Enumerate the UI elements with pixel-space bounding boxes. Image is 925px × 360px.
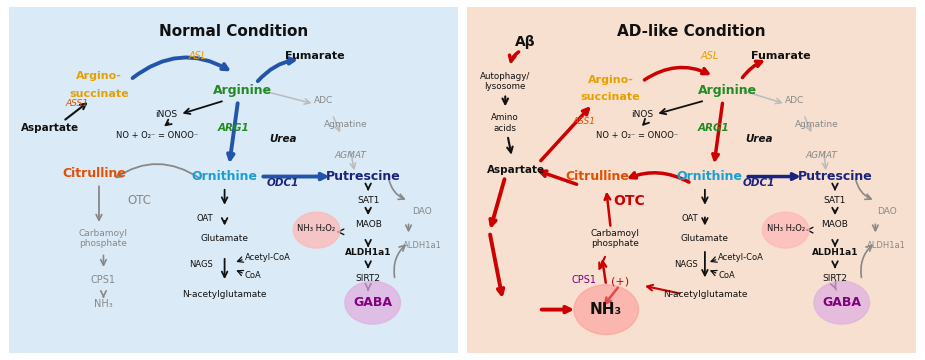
- Text: Ornithine: Ornithine: [676, 170, 743, 183]
- Text: OAT: OAT: [682, 213, 698, 222]
- Text: Argino-: Argino-: [76, 71, 122, 81]
- Text: AGMAT: AGMAT: [806, 151, 837, 160]
- Text: CoA: CoA: [719, 271, 735, 279]
- Text: OTC: OTC: [128, 194, 152, 207]
- Text: Ornithine: Ornithine: [191, 170, 257, 183]
- Text: SIRT2: SIRT2: [355, 274, 381, 283]
- Text: CoA: CoA: [245, 271, 262, 279]
- Text: ALDH1a1: ALDH1a1: [402, 241, 441, 250]
- Text: NH₃: NH₃: [94, 300, 113, 309]
- Text: ASL: ASL: [700, 51, 719, 60]
- Text: ODC1: ODC1: [266, 179, 299, 188]
- Text: Agmatine: Agmatine: [796, 120, 839, 129]
- Text: (+): (+): [610, 277, 629, 287]
- Text: Glutamate: Glutamate: [681, 234, 729, 243]
- Text: SAT1: SAT1: [824, 196, 846, 205]
- Text: SAT1: SAT1: [357, 196, 379, 205]
- Text: iNOS: iNOS: [155, 110, 178, 119]
- Text: ASS1: ASS1: [573, 117, 596, 126]
- Text: Agmatine: Agmatine: [324, 120, 367, 129]
- Text: OTC: OTC: [612, 194, 645, 208]
- Text: Acetyl-CoA: Acetyl-CoA: [719, 253, 764, 262]
- Text: OAT: OAT: [197, 213, 214, 222]
- Text: ARG1: ARG1: [698, 123, 730, 133]
- Text: ASS1: ASS1: [65, 99, 88, 108]
- Text: NH₃ H₂O₂: NH₃ H₂O₂: [298, 224, 336, 233]
- Text: ALDH1a1: ALDH1a1: [812, 248, 858, 257]
- Text: ADC: ADC: [785, 96, 804, 105]
- Circle shape: [293, 212, 339, 248]
- Text: AGMAT: AGMAT: [334, 151, 366, 160]
- Text: Aβ: Aβ: [515, 35, 536, 49]
- Text: Putrescine: Putrescine: [327, 170, 401, 183]
- FancyBboxPatch shape: [5, 4, 462, 356]
- Text: Aspartate: Aspartate: [20, 123, 79, 133]
- Circle shape: [574, 285, 638, 334]
- Text: Citrulline: Citrulline: [565, 170, 629, 183]
- Text: NO + O₂⁻ = ONOO⁻: NO + O₂⁻ = ONOO⁻: [117, 131, 199, 140]
- Text: ALDH1a1: ALDH1a1: [345, 248, 391, 257]
- Circle shape: [345, 281, 401, 324]
- Text: N-acetylglutamate: N-acetylglutamate: [662, 289, 747, 298]
- Text: N-acetylglutamate: N-acetylglutamate: [182, 289, 266, 298]
- Text: Urea: Urea: [745, 134, 772, 144]
- Text: Carbamoyl
phosphate: Carbamoyl phosphate: [79, 229, 128, 248]
- Text: Acetyl-CoA: Acetyl-CoA: [245, 253, 290, 262]
- Text: GABA: GABA: [353, 296, 392, 309]
- Text: DAO: DAO: [877, 207, 896, 216]
- Text: Putrescine: Putrescine: [797, 170, 872, 183]
- Text: Glutamate: Glutamate: [201, 234, 249, 243]
- Text: AD-like Condition: AD-like Condition: [617, 24, 766, 39]
- Text: NH₃: NH₃: [590, 302, 623, 317]
- Text: succinate: succinate: [69, 89, 129, 99]
- Text: Fumarate: Fumarate: [751, 51, 811, 60]
- Text: Urea: Urea: [269, 134, 297, 144]
- Text: NO + O₂⁻ = ONOO⁻: NO + O₂⁻ = ONOO⁻: [597, 131, 679, 140]
- Text: ODC1: ODC1: [743, 179, 775, 188]
- Text: GABA: GABA: [822, 296, 861, 309]
- Text: SIRT2: SIRT2: [822, 274, 847, 283]
- Text: CPS1: CPS1: [91, 275, 116, 285]
- Text: NAGS: NAGS: [190, 260, 214, 269]
- Text: NAGS: NAGS: [674, 260, 698, 269]
- Circle shape: [814, 281, 870, 324]
- Text: Argino-: Argino-: [587, 75, 634, 85]
- Text: Fumarate: Fumarate: [285, 51, 344, 60]
- Text: ASL: ASL: [189, 51, 207, 60]
- Text: Arginine: Arginine: [213, 84, 272, 96]
- Text: Aspartate: Aspartate: [487, 165, 546, 175]
- Text: CPS1: CPS1: [572, 275, 597, 285]
- Text: Normal Condition: Normal Condition: [159, 24, 308, 39]
- Text: Carbamoyl
phosphate: Carbamoyl phosphate: [591, 229, 640, 248]
- Text: MAOB: MAOB: [821, 220, 848, 229]
- Text: NH₃ H₂O₂: NH₃ H₂O₂: [767, 224, 805, 233]
- Text: ARG1: ARG1: [217, 123, 250, 133]
- Text: MAOB: MAOB: [354, 220, 382, 229]
- FancyBboxPatch shape: [462, 4, 920, 356]
- Text: Amino
acids: Amino acids: [491, 113, 519, 133]
- Text: ALDH1a1: ALDH1a1: [867, 241, 906, 250]
- Text: Autophagy/
lysosome: Autophagy/ lysosome: [480, 72, 530, 91]
- Text: iNOS: iNOS: [631, 110, 653, 119]
- Text: DAO: DAO: [413, 207, 432, 216]
- Text: succinate: succinate: [581, 92, 640, 102]
- Text: ADC: ADC: [314, 96, 333, 105]
- Circle shape: [762, 212, 809, 248]
- Text: Citrulline: Citrulline: [63, 167, 127, 180]
- Text: Arginine: Arginine: [697, 84, 757, 96]
